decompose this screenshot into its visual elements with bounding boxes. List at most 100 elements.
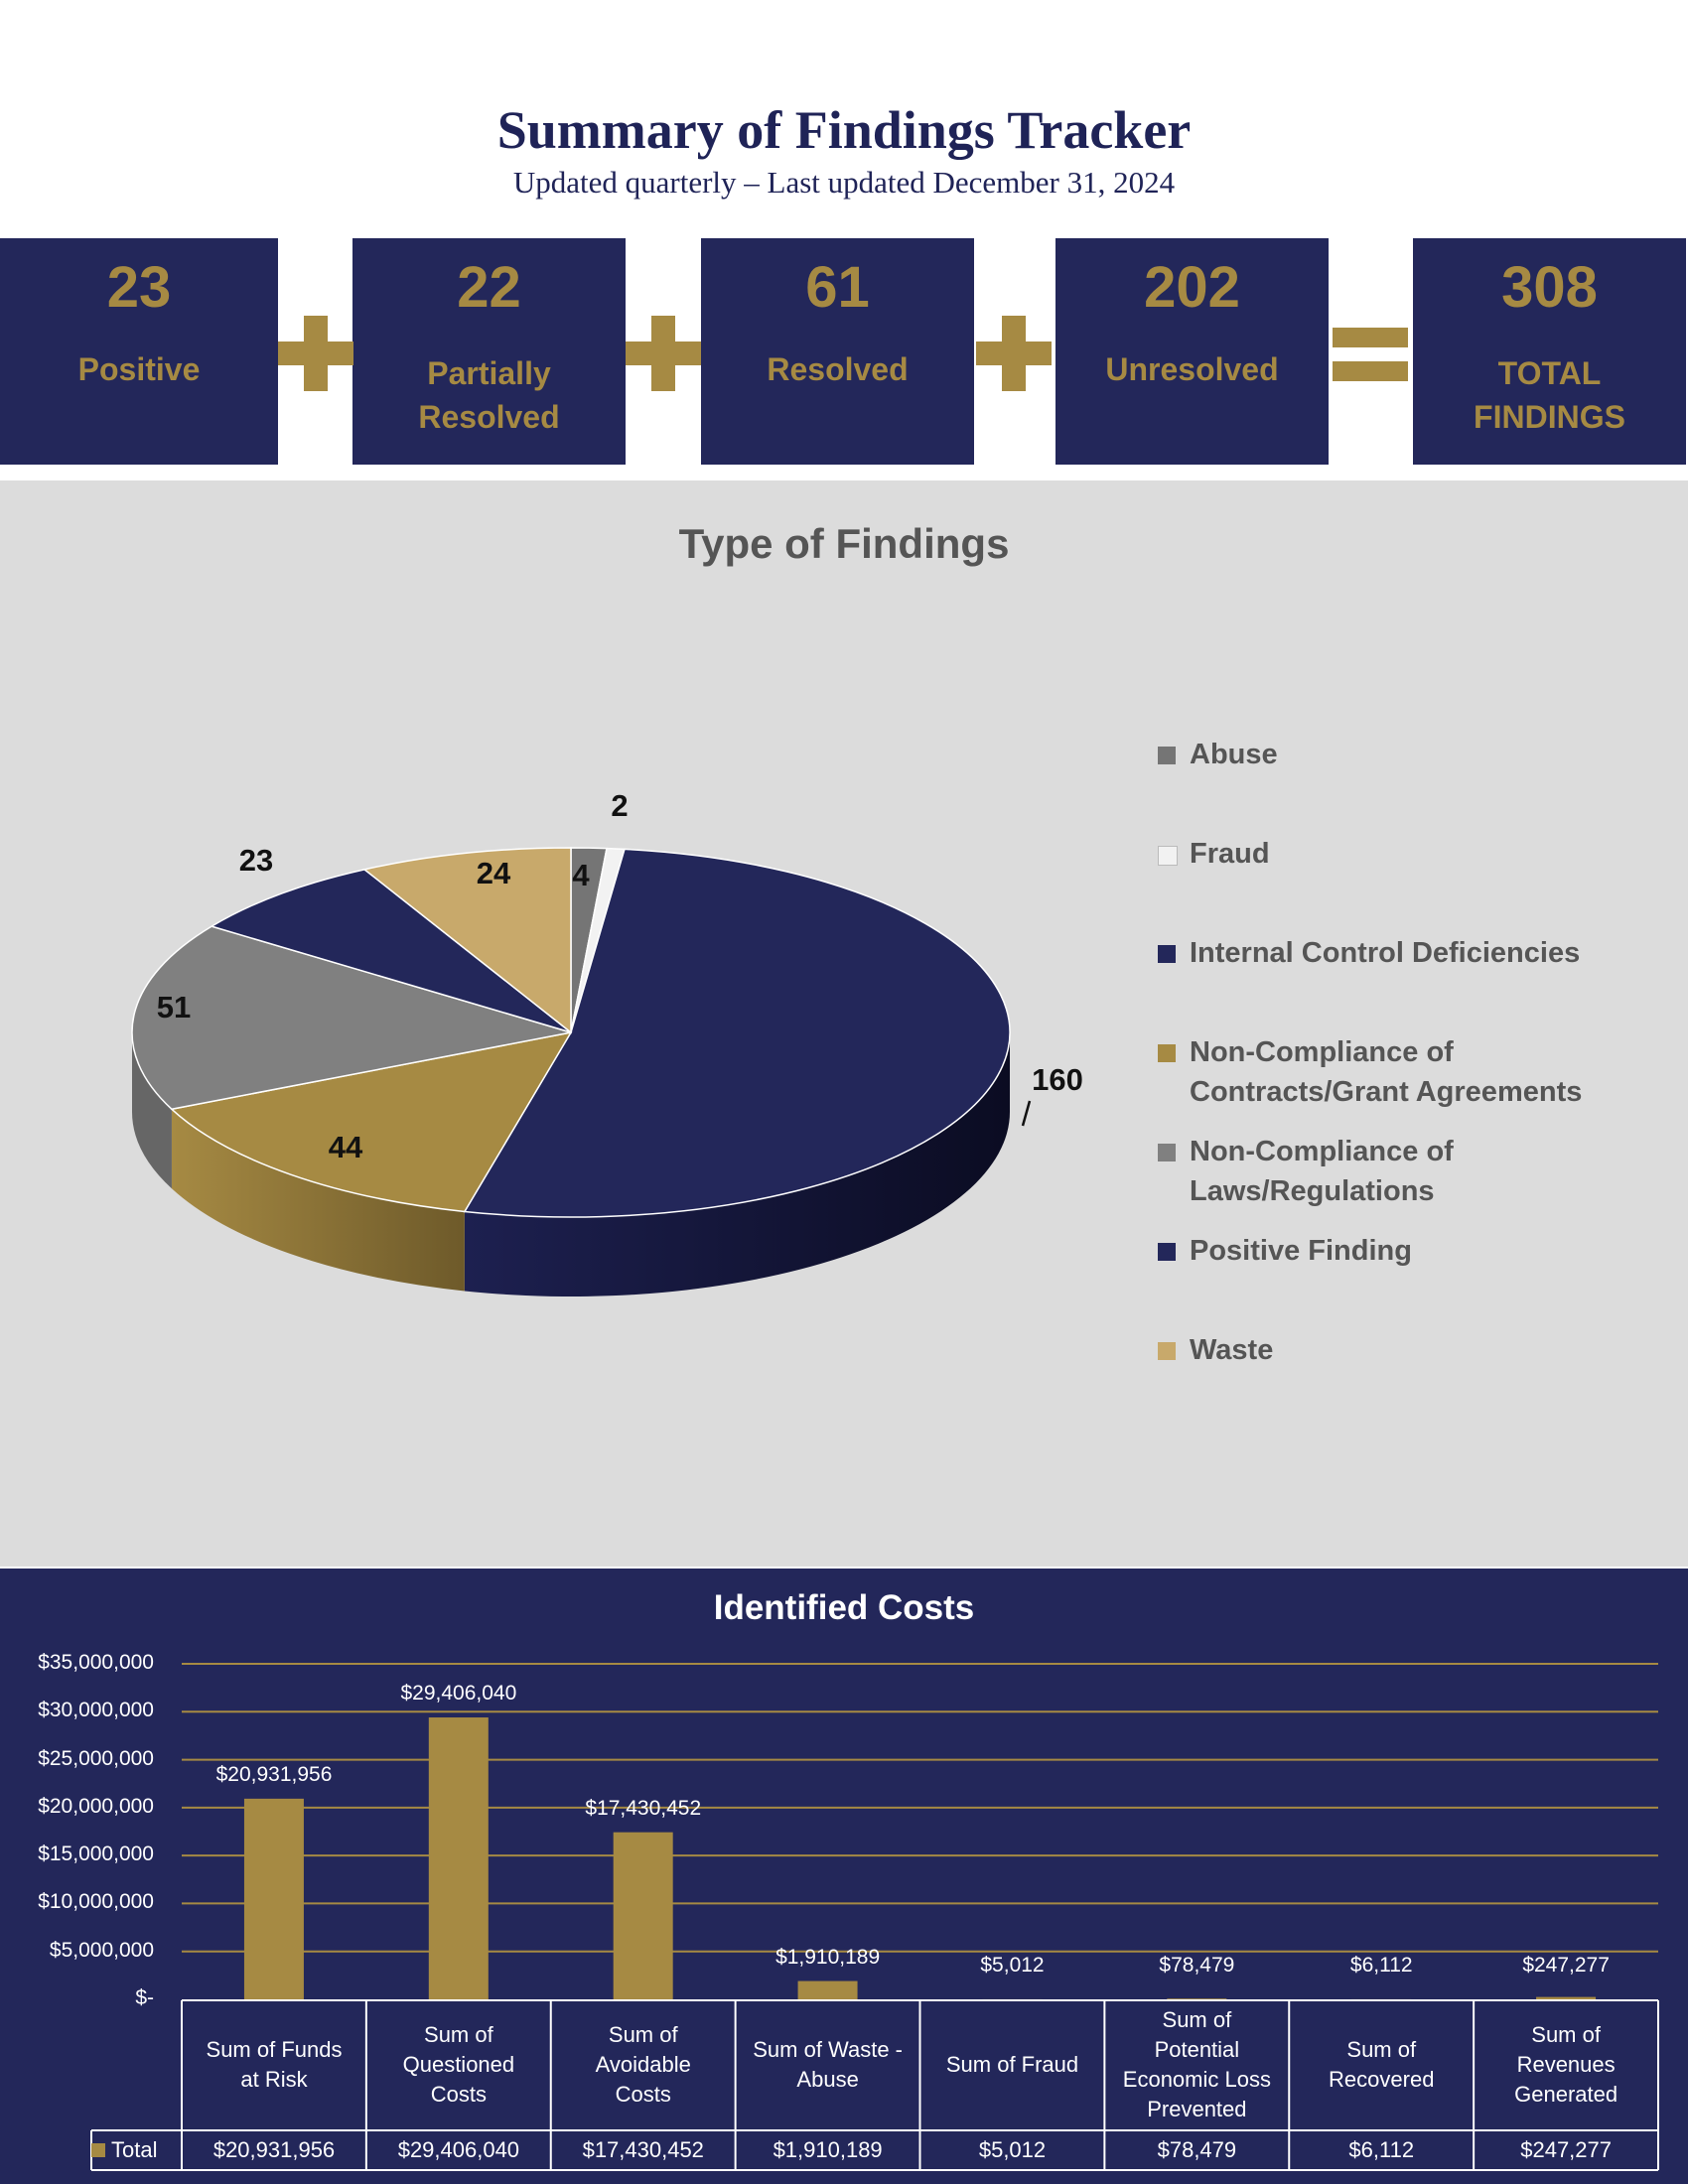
table-total-value: $6,112	[1348, 2137, 1415, 2162]
category-label: Sum of Funds at Risk	[182, 2000, 366, 2129]
category-label-line: Recovered	[1329, 2067, 1435, 2092]
plus-icon	[976, 316, 1052, 391]
pie-leader-line	[1021, 1100, 1032, 1127]
legend-label: Internal Control Deficiencies	[1190, 933, 1580, 973]
category-label: Sum of Potential Economic Loss Prevented	[1104, 2000, 1289, 2129]
stat-box-2: 61 Resolved	[701, 238, 974, 465]
category-label-text: Sum of Potential Economic Loss Prevented	[1123, 2005, 1271, 2124]
category-label-text: Sum of Waste - Abuse	[753, 2035, 903, 2095]
type-of-findings-panel: Type of Findings 4 2 160 44 51 23 24 Abuse Frau…	[0, 480, 1688, 1567]
bar	[1167, 1998, 1227, 2000]
stat-label: FINDINGS	[1474, 399, 1625, 435]
equals-icon	[1333, 316, 1408, 391]
pie-slice-6	[362, 847, 572, 1034]
stat-label: Resolved	[418, 399, 560, 435]
legend-label: Positive Finding	[1190, 1231, 1412, 1271]
stat-label: TOTAL	[1497, 355, 1602, 391]
legend-swatch	[1158, 1342, 1176, 1360]
pie-chart-title: Type of Findings	[678, 520, 1010, 567]
category-label-text: Sum of Revenues Generated	[1514, 2020, 1618, 2110]
legend-swatch	[1158, 1144, 1176, 1161]
pie-slice-side-2	[464, 1032, 1010, 1297]
legend-label: Fraud	[1190, 834, 1270, 874]
legend-label-line: Positive Finding	[1190, 1235, 1412, 1267]
y-tick-label: $20,000,000	[38, 1794, 154, 1818]
category-label-line: Sum of Waste -	[753, 2037, 904, 2062]
category-label: Sum of Waste - Abuse	[736, 2000, 920, 2129]
pie-data-label: 2	[611, 788, 628, 823]
category-label-line: Avoidable	[595, 2052, 691, 2077]
legend-swatch	[1158, 1044, 1176, 1062]
category-label: Sum of Avoidable Costs	[551, 2000, 736, 2129]
table-total-value: $29,406,040	[397, 2137, 520, 2162]
bar-value-label: $5,012	[980, 1954, 1045, 1977]
pie-data-label: 24	[477, 856, 511, 890]
legend-label-line: Waste	[1190, 1334, 1274, 1366]
equals-icon-bar	[1333, 328, 1408, 347]
category-label: Sum of Questioned Costs	[366, 2000, 551, 2129]
plus-icon-bar	[304, 316, 328, 391]
page-title: Summary of Findings Tracker	[496, 100, 1192, 160]
category-label-text: Sum of Avoidable Costs	[596, 2020, 691, 2110]
y-tick-label: $15,000,000	[38, 1843, 154, 1866]
plus-icon-bar	[651, 316, 675, 391]
category-label-line: Abuse	[796, 2067, 859, 2092]
bar-value-label: $1,910,189	[775, 1945, 881, 1969]
table-total-value: $78,479	[1157, 2137, 1237, 2162]
bar-value-label: $6,112	[1349, 1954, 1413, 1977]
table-total-value: $20,931,956	[212, 2137, 336, 2162]
category-label: Sum of Revenues Generated	[1474, 2000, 1658, 2129]
category-label-line: Costs	[430, 2082, 487, 2107]
bar-chart	[90, 1663, 1659, 2171]
stat-box-0: 23 Positive	[0, 238, 278, 465]
category-label-line: Sum of	[1162, 2007, 1232, 2032]
category-label-line: Sum of Funds	[206, 2037, 343, 2062]
y-tick-label: $25,000,000	[38, 1746, 154, 1770]
pie-data-label: 51	[157, 990, 191, 1024]
stat-value: 308	[1501, 255, 1598, 320]
table-total-value: $5,012	[978, 2137, 1047, 2162]
stat-label: Resolved	[767, 351, 909, 387]
category-label-line: Questioned	[402, 2052, 515, 2077]
series-key: Total	[91, 2130, 181, 2170]
bar-value-label: $17,430,452	[585, 1796, 702, 1820]
pie-data-label: 44	[329, 1130, 363, 1164]
pie-slice-4	[131, 925, 572, 1111]
category-label: Sum of Fraud	[920, 2000, 1105, 2129]
pie-slice-5	[210, 869, 572, 1033]
category-label-line: Sum of	[608, 2022, 678, 2047]
bar	[428, 1717, 489, 1999]
pie-slice-side-3	[171, 1109, 465, 1292]
series-swatch	[91, 2143, 105, 2157]
category-label-line: Generated	[1514, 2082, 1618, 2107]
legend-label-line: Contracts/Grant Agreements	[1190, 1076, 1583, 1108]
category-label-line: Potential	[1154, 2037, 1240, 2062]
legend-label-line: Laws/Regulations	[1190, 1175, 1435, 1207]
stat-label: Unresolved	[1105, 351, 1279, 387]
category-label-text: Sum of Funds at Risk	[207, 2035, 343, 2095]
category-label-line: Prevented	[1147, 2097, 1247, 2121]
bar-chart-title: Identified Costs	[713, 1588, 975, 1627]
category-label-line: Sum of	[424, 2022, 493, 2047]
equals-icon-bar	[1333, 361, 1408, 381]
category-label-text: Sum of Fraud	[946, 2050, 1078, 2080]
stat-label: Partially	[427, 355, 551, 391]
bar-value-label: $29,406,040	[400, 1682, 517, 1706]
pie-slice-3	[170, 1030, 573, 1213]
stat-label: Positive	[77, 351, 201, 387]
table-total-value: $1,910,189	[773, 2137, 883, 2162]
plus-icon	[626, 316, 701, 391]
stat-value: 61	[805, 255, 870, 320]
plus-icon	[278, 316, 353, 391]
legend-swatch	[1158, 1243, 1176, 1261]
table-total-value: $17,430,452	[582, 2137, 704, 2162]
category-label-line: Revenues	[1516, 2052, 1616, 2077]
pie-slice-2	[463, 848, 1011, 1218]
category-label-line: Economic Loss	[1122, 2067, 1271, 2092]
category-label-text: Sum of Recovered	[1329, 2035, 1434, 2095]
bar	[243, 1798, 304, 1999]
y-tick-label: $-	[135, 1986, 154, 2009]
series-name: Total	[111, 2137, 158, 2162]
legend-label-line: Non-Compliance of	[1190, 1036, 1454, 1068]
bar-value-label: $78,479	[1159, 1954, 1235, 1977]
